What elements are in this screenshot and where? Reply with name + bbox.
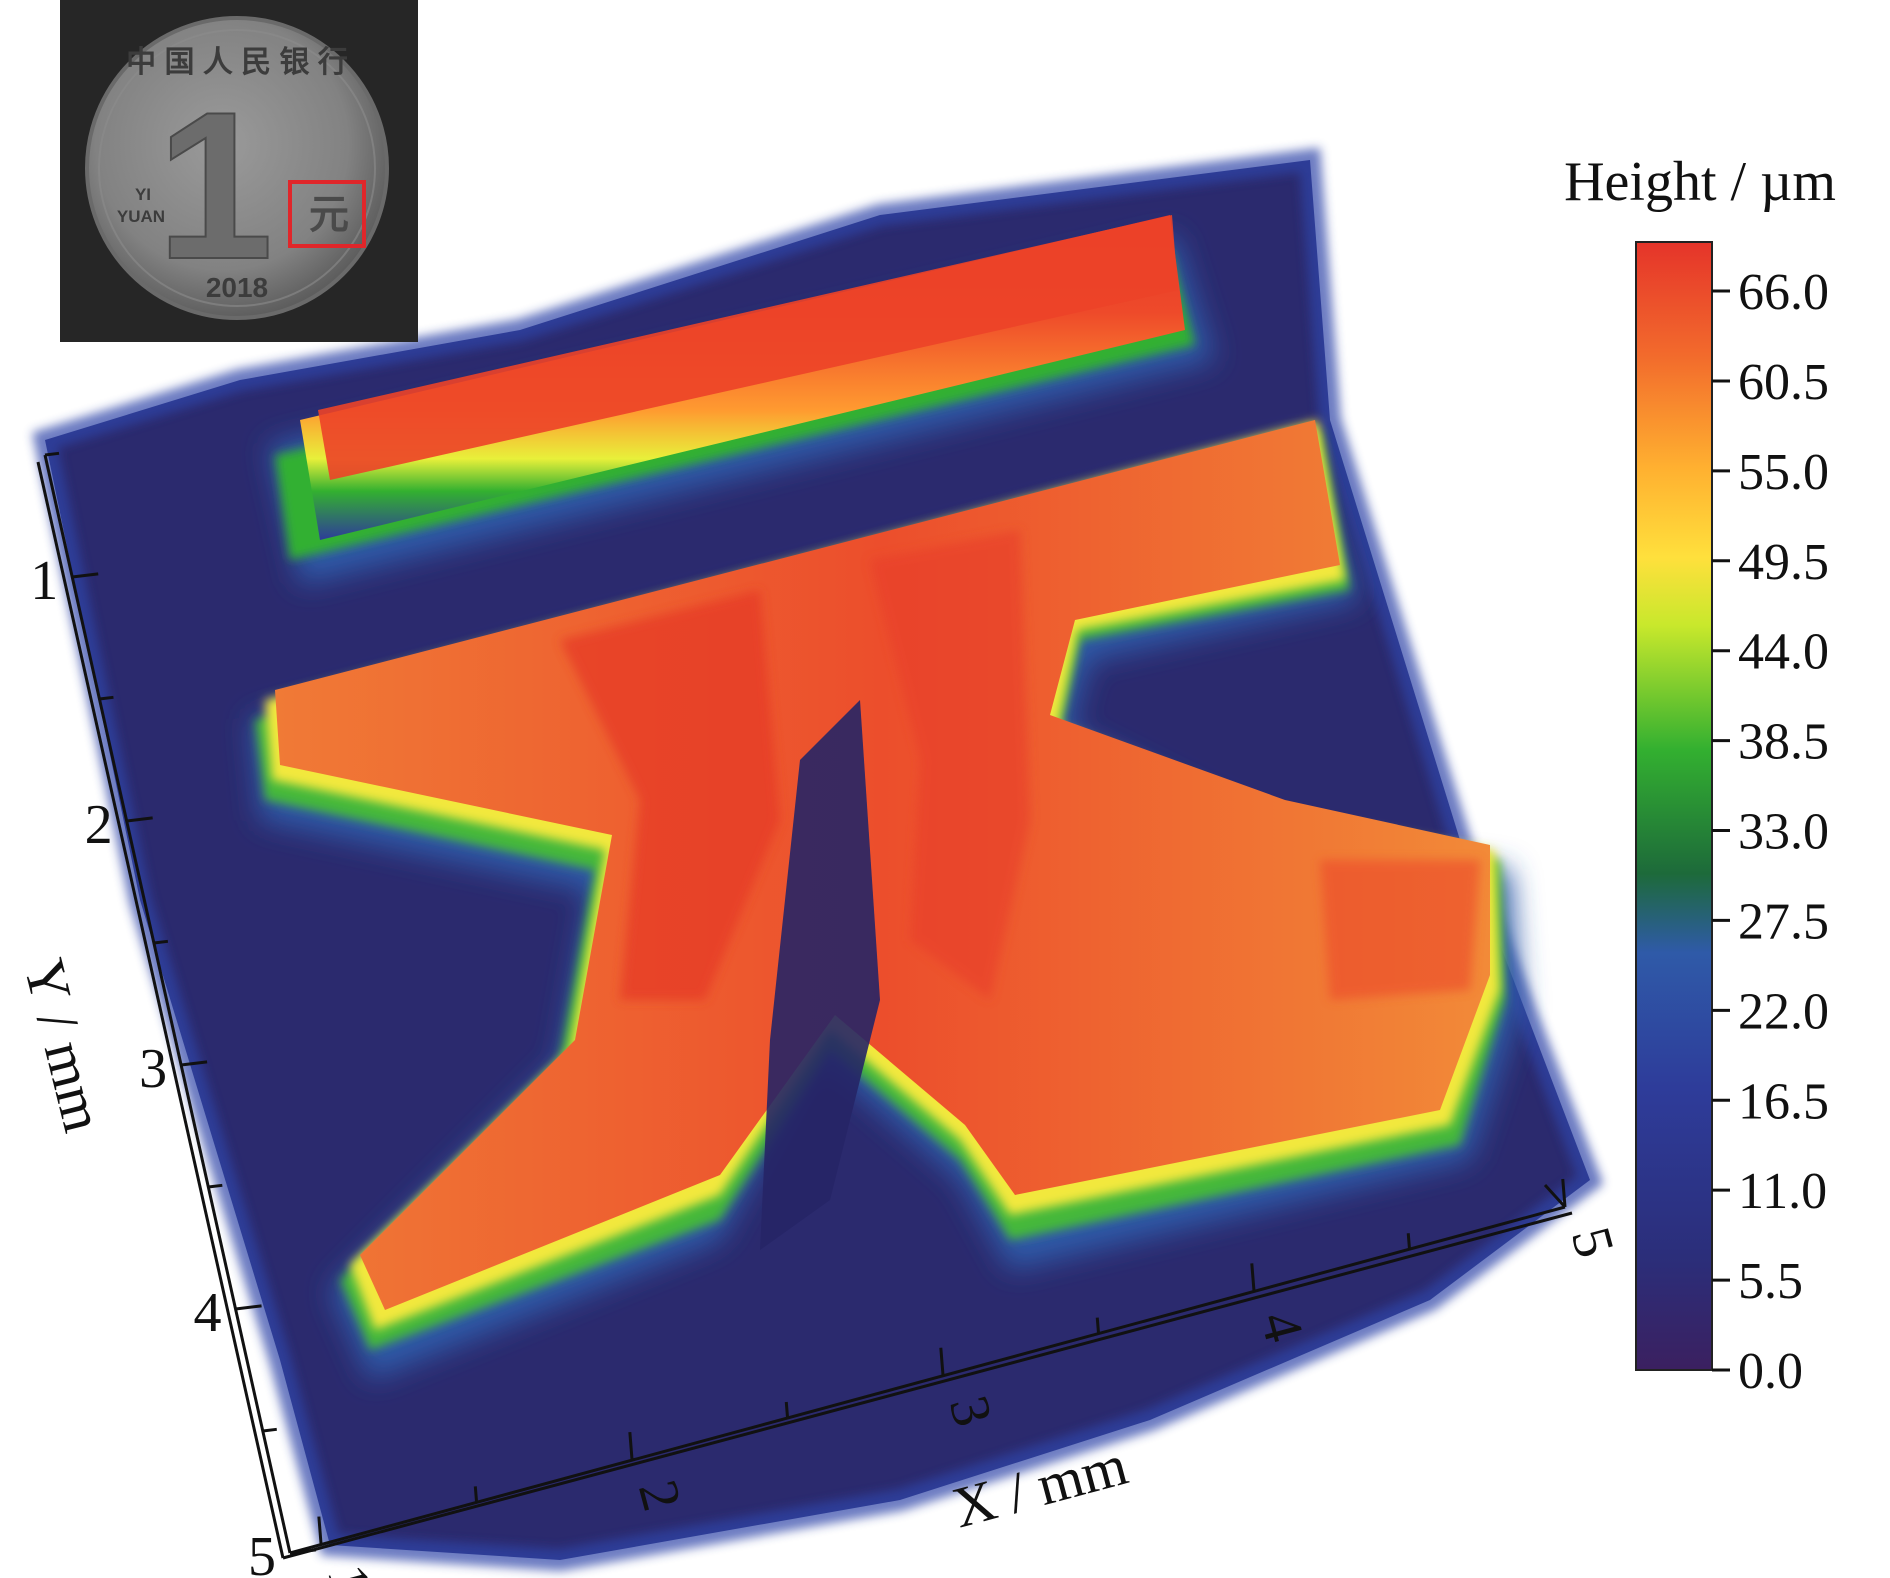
x-tick-label: 1: [315, 1558, 382, 1578]
coin: [85, 16, 389, 320]
y-tick-mark: [180, 1060, 208, 1067]
colorbar-tick-label: 55.0: [1738, 444, 1829, 501]
y-tick-mark: [126, 816, 153, 823]
x-tick-mark: [1406, 1233, 1412, 1250]
x-tick-mark: [473, 1486, 479, 1503]
x-tick-mark: [784, 1401, 790, 1419]
y-tick-mark: [235, 1304, 262, 1311]
colorbar-title: Height / µm: [1564, 151, 1836, 213]
y-axis-title: Y / mm: [11, 952, 116, 1138]
x-tick-label: 5: [1559, 1221, 1626, 1264]
y-axis-line: [43, 454, 292, 1554]
coin-label-yuan: YUAN: [117, 207, 165, 226]
colorbar: Height / µm 66.0 60.5 55.0 49.5 44.0 38.5 33.0…: [1564, 151, 1836, 1400]
y-tick-label: 1: [30, 550, 58, 612]
y-tick-label: 2: [85, 794, 113, 856]
y-tick-label: 3: [139, 1038, 167, 1100]
coin-denomination: 1: [157, 68, 274, 303]
colorbar-tick-label: 44.0: [1738, 624, 1829, 681]
surface-plot: [32, 147, 1604, 1572]
coin-year: 2018: [206, 272, 268, 303]
colorbar-tick-label: 0.0: [1738, 1343, 1803, 1400]
coin-label-yi: YI: [135, 185, 151, 204]
colorbar-tick-label: 49.5: [1738, 534, 1829, 591]
colorbar-tick-label: 60.5: [1738, 354, 1829, 411]
coin-top-text: 中 国 人 民 银 行: [126, 46, 348, 79]
coin-highlight-box: [288, 180, 366, 248]
y-tick-mark: [99, 695, 114, 701]
colorbar-gradient: [1635, 241, 1713, 1371]
character-lower-strokes: [250, 420, 1520, 1380]
y-axis-ticks: 1 2 3 4 5: [30, 451, 317, 1578]
colorbar-tick-label: 66.0: [1738, 264, 1829, 321]
colorbar-tick-label: 11.0: [1738, 1163, 1827, 1220]
y-tick-label: 4: [194, 1282, 222, 1344]
y-axis-line-inner: [36, 461, 285, 1559]
coin-inset: 中 国 人 民 银 行 1 YI YUAN 2018 元: [60, 0, 418, 342]
surface-rim-glow: [32, 147, 1604, 1572]
x-tick-mark: [628, 1432, 634, 1461]
x-tick-mark: [1095, 1317, 1101, 1334]
x-axis-line-inner: [282, 1211, 1573, 1560]
x-tick-mark: [317, 1516, 323, 1545]
colorbar-tick-label: 5.5: [1738, 1253, 1803, 1310]
colorbar-tick-label: 22.0: [1738, 983, 1829, 1040]
x-tick-mark: [939, 1347, 945, 1376]
y-tick-mark: [289, 1548, 317, 1555]
y-tick-mark: [262, 1427, 277, 1433]
x-axis-line: [289, 1205, 1566, 1555]
x-tick-mark: [1561, 1178, 1567, 1208]
y-tick-mark: [44, 451, 60, 457]
character-top-stroke: [268, 215, 1215, 585]
axes-frame: [36, 454, 1573, 1560]
y-tick-label: 5: [248, 1526, 276, 1578]
coin-highlight-char: 元: [309, 193, 349, 237]
y-tick-mark: [208, 1183, 223, 1189]
surface-inner-gap: [760, 700, 880, 1250]
x-tick-mark: [1250, 1263, 1256, 1292]
y-tick-mark: [72, 572, 99, 579]
colorbar-tick-label: 16.5: [1738, 1073, 1829, 1130]
colorbar-ticks: 66.0 60.5 55.0 49.5 44.0 38.5 33.0 27.5 22.0 16.5…: [1712, 264, 1829, 1400]
colorbar-tick-label: 38.5: [1738, 714, 1829, 771]
frame-right-edge: [1543, 1183, 1567, 1209]
colorbar-tick-label: 33.0: [1738, 804, 1829, 861]
y-tick-mark: [153, 939, 169, 945]
colorbar-tick-label: 27.5: [1738, 893, 1829, 950]
